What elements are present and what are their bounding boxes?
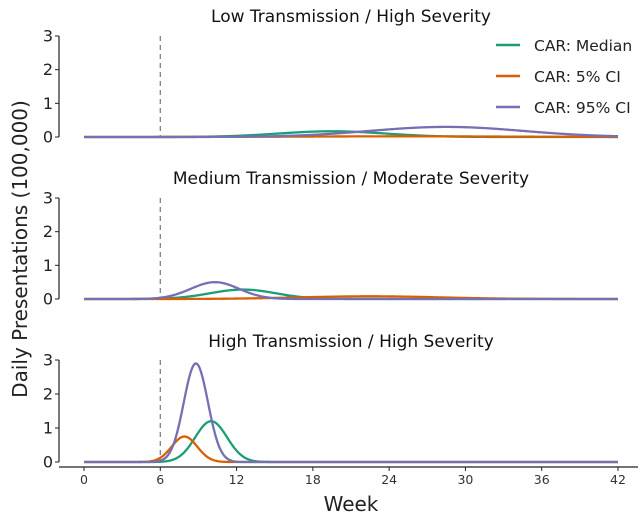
y-tick-label: 2	[43, 60, 53, 79]
y-tick-label: 1	[43, 256, 53, 275]
y-tick-label: 2	[43, 222, 53, 241]
y-tick-label: 2	[43, 385, 53, 404]
legend-label: CAR: 5% CI	[534, 68, 621, 86]
x-tick-label: 24	[381, 472, 397, 487]
y-axis-label: Daily Presentations (100,000)	[8, 100, 32, 398]
y-tick-label: 3	[43, 27, 53, 46]
x-tick-label: 36	[534, 472, 550, 487]
y-tick-label: 0	[43, 128, 53, 147]
x-tick-label: 0	[80, 472, 88, 487]
x-tick-label: 30	[457, 472, 473, 487]
x-tick-label: 18	[305, 472, 321, 487]
y-tick-label: 3	[43, 351, 53, 370]
panel-title: High Transmission / High Severity	[208, 332, 494, 352]
y-tick-label: 0	[43, 453, 53, 472]
x-tick-label: 12	[229, 472, 245, 487]
series-line-car-95-ci	[84, 125, 619, 139]
y-tick-label: 1	[43, 419, 53, 438]
series-line-car-95-ci	[84, 362, 618, 464]
legend-label: CAR: 95% CI	[534, 99, 631, 117]
series-line-car-95-ci	[84, 281, 618, 301]
panel-title: Medium Transmission / Moderate Severity	[173, 169, 529, 189]
y-tick-label: 0	[43, 290, 53, 309]
x-tick-label: 6	[156, 472, 164, 487]
panel-title: Low Transmission / High Severity	[211, 7, 491, 27]
legend-label: CAR: Median	[534, 37, 632, 55]
x-axis-label: Week	[324, 492, 379, 516]
x-tick-label: 42	[610, 472, 626, 487]
y-tick-label: 3	[43, 189, 53, 208]
y-tick-label: 1	[43, 94, 53, 113]
